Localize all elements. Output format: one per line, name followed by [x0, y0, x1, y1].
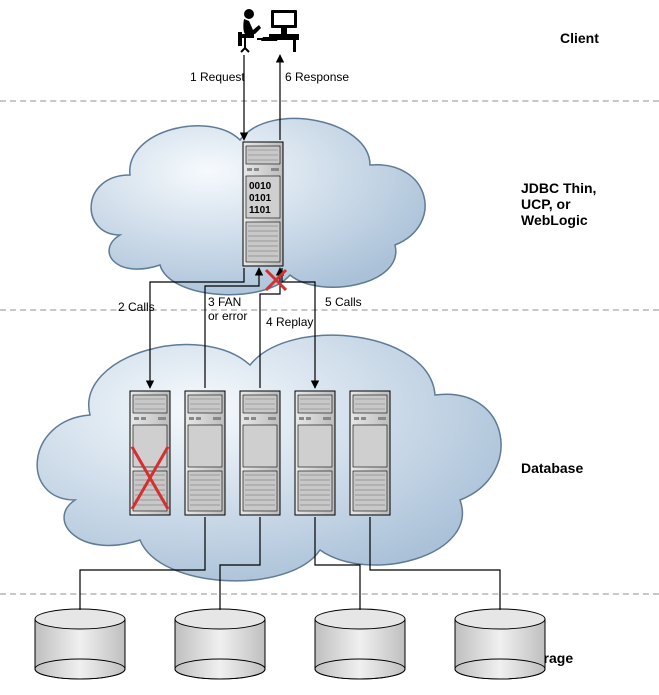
storage-cylinders — [35, 609, 545, 679]
client-icon — [238, 9, 299, 52]
svg-text:0010: 0010 — [249, 181, 272, 192]
diagram-canvas: 001001011101 — [0, 0, 659, 695]
middle-server: 001001011101 — [243, 142, 283, 266]
svg-text:0101: 0101 — [249, 193, 272, 204]
svg-text:1101: 1101 — [249, 205, 271, 216]
db-servers — [130, 391, 390, 515]
